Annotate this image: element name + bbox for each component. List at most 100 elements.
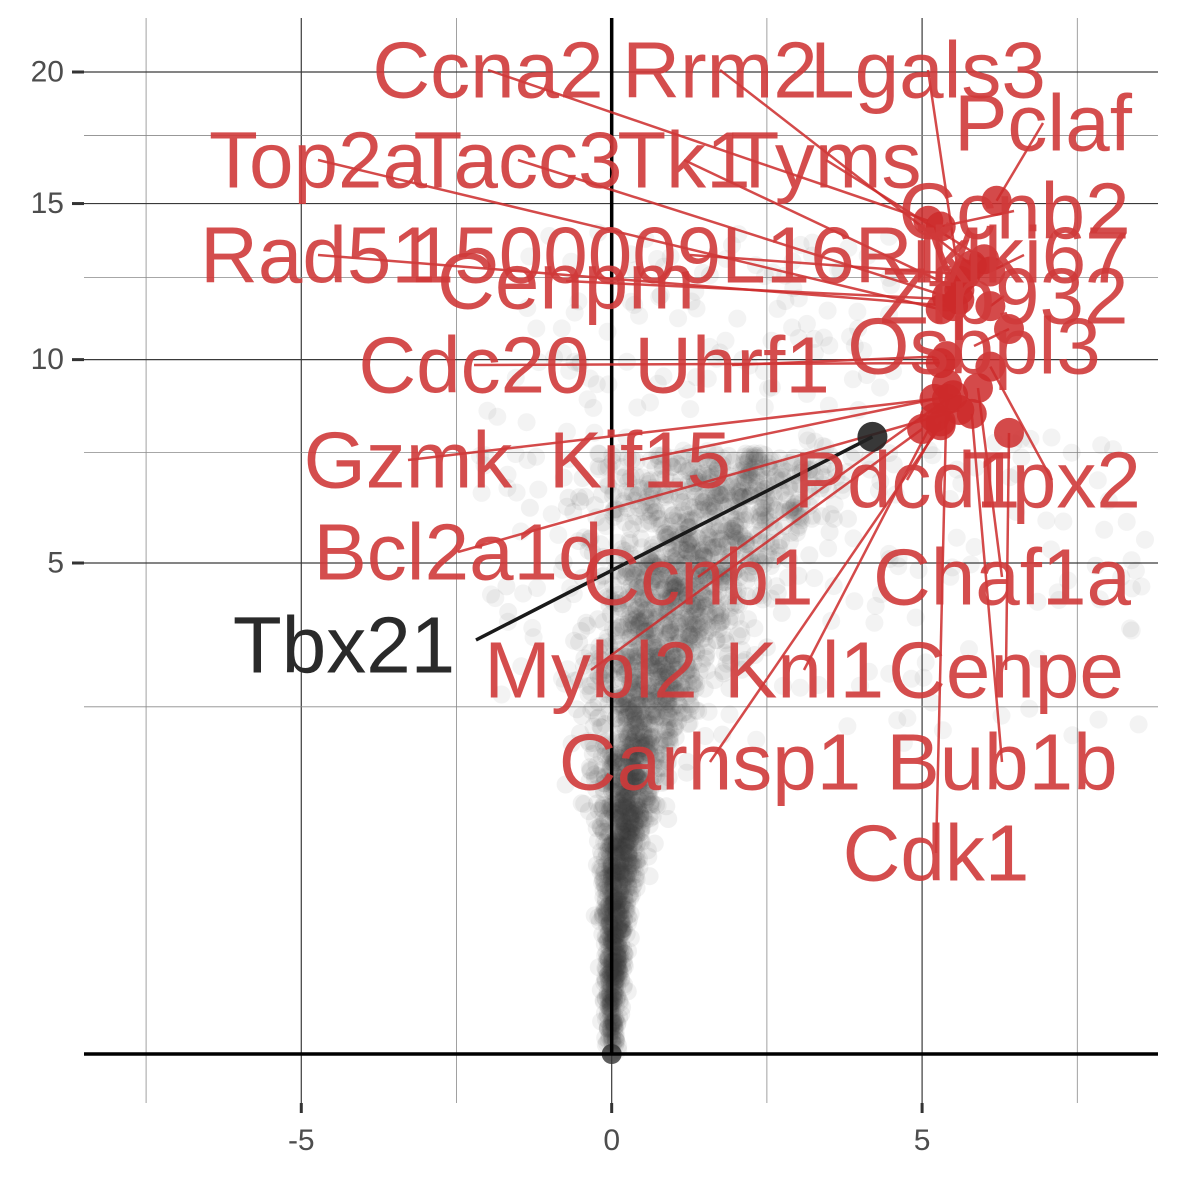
background-point (633, 660, 652, 679)
background-point (627, 714, 646, 733)
background-point (617, 648, 635, 667)
background-point (623, 484, 642, 503)
background-point (615, 704, 634, 723)
point-cenpe (994, 417, 1025, 448)
background-point (644, 766, 663, 785)
background-point (1028, 649, 1047, 668)
background-point (592, 718, 611, 737)
background-point (626, 824, 645, 843)
background-point (662, 591, 681, 610)
background-point (478, 401, 497, 420)
background-point (622, 854, 641, 873)
background-point (610, 949, 629, 968)
background-point (738, 587, 757, 606)
background-point (687, 299, 706, 318)
background-point (614, 772, 633, 791)
background-point (663, 548, 682, 567)
background-point (1122, 621, 1141, 640)
background-point (661, 699, 680, 718)
background-point (618, 832, 637, 851)
background-point (676, 664, 695, 682)
background-point (619, 827, 637, 846)
background-point (626, 725, 645, 744)
background-point (646, 557, 665, 576)
background-point (611, 850, 630, 869)
background-point (666, 578, 685, 597)
background-point (655, 580, 674, 599)
background-point (637, 743, 656, 761)
background-point (650, 287, 669, 306)
background-point (630, 801, 649, 820)
background-point (634, 744, 652, 763)
background-point (626, 821, 645, 840)
background-point (617, 793, 636, 812)
background-point (658, 624, 676, 643)
background-point (623, 450, 642, 469)
background-point (630, 691, 649, 710)
background-point (656, 772, 675, 791)
background-point (589, 767, 608, 786)
point-1500009l16rik (950, 259, 981, 290)
label-tpx2: Tpx2 (963, 436, 1141, 525)
label-tacc3: Tacc3 (414, 116, 623, 205)
background-point (622, 789, 641, 808)
background-point (701, 562, 720, 581)
background-point (683, 625, 702, 644)
background-point (706, 454, 724, 473)
background-point (560, 361, 579, 380)
background-point (585, 765, 604, 784)
background-point (622, 735, 641, 754)
background-point (1104, 440, 1122, 459)
background-point (610, 747, 629, 766)
background-point (713, 562, 732, 581)
background-point (620, 597, 639, 616)
background-point (647, 501, 666, 520)
background-point (745, 446, 764, 465)
background-point (639, 677, 657, 695)
background-point (588, 610, 607, 629)
background-point (728, 582, 747, 601)
background-point (619, 860, 638, 879)
background-point (631, 612, 650, 631)
background-point (639, 511, 658, 530)
background-point (649, 593, 668, 612)
background-point (665, 579, 684, 598)
background-point (681, 695, 700, 714)
background-point (590, 460, 609, 479)
leader-line-mybl2 (590, 428, 923, 672)
background-point (627, 649, 646, 668)
background-point (708, 459, 727, 478)
background-point (609, 801, 628, 820)
background-point (616, 738, 635, 757)
background-point (635, 708, 654, 727)
background-point (724, 583, 743, 602)
background-point (642, 496, 661, 515)
background-point (682, 536, 701, 554)
background-point (1007, 502, 1026, 521)
background-point (965, 538, 984, 556)
background-point (624, 561, 643, 580)
background-point (848, 302, 867, 321)
background-point (569, 292, 588, 311)
background-point (691, 607, 710, 626)
background-point (645, 567, 664, 586)
label-uhrf1: Uhrf1 (634, 321, 830, 410)
point-cenpm (944, 284, 975, 315)
background-point (666, 552, 685, 571)
background-point (646, 503, 665, 521)
background-point (610, 839, 629, 858)
background-point (640, 815, 659, 834)
background-point (690, 595, 709, 614)
background-point (648, 374, 667, 393)
background-point (673, 556, 692, 575)
background-point (697, 643, 716, 662)
background-point (637, 697, 656, 716)
background-point (614, 812, 633, 831)
background-point (624, 661, 643, 680)
background-point (757, 638, 776, 657)
background-point (725, 594, 743, 612)
background-point (709, 583, 728, 602)
background-point (644, 635, 663, 653)
background-point (629, 712, 648, 731)
background-point (663, 586, 682, 605)
